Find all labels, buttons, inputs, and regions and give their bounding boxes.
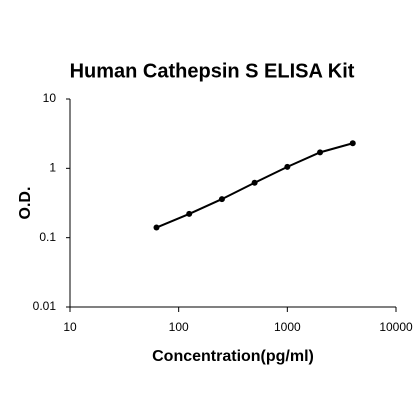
x-axis-label: Concentration(pg/ml) bbox=[152, 348, 314, 365]
data-point bbox=[153, 224, 160, 231]
chart-title: Human Cathepsin S ELISA Kit bbox=[70, 60, 355, 82]
y-tick-label: 0.01 bbox=[33, 299, 57, 313]
y-tick-label: 0.1 bbox=[39, 230, 56, 244]
y-axis-label: O.D. bbox=[17, 187, 34, 220]
data-point bbox=[317, 149, 324, 156]
x-tick-label: 100 bbox=[169, 320, 189, 334]
data-point bbox=[284, 163, 291, 170]
y-tick-label: 1 bbox=[49, 161, 56, 175]
data-point bbox=[186, 210, 193, 217]
x-tick-label: 10 bbox=[63, 320, 77, 334]
data-point bbox=[218, 196, 225, 203]
x-tick-label: 10000 bbox=[379, 320, 413, 334]
data-point bbox=[251, 179, 258, 186]
y-tick-label: 10 bbox=[43, 91, 57, 105]
data-point bbox=[349, 140, 356, 147]
x-tick-label: 1000 bbox=[274, 320, 301, 334]
